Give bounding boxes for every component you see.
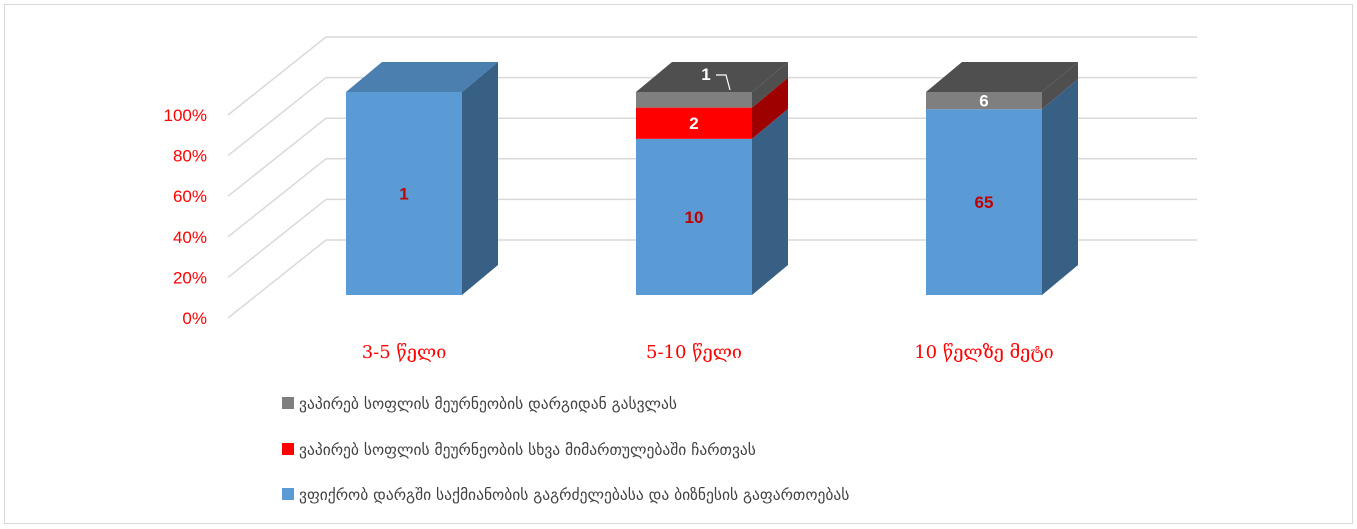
y-tick-label: 0% <box>182 309 207 328</box>
gridline-side <box>227 77 327 157</box>
y-tick-label: 20% <box>173 268 207 287</box>
legend-label: ვაპირებ სოფლის მეურნეობის დარგიდან გასვლ… <box>299 395 677 413</box>
label-leader <box>716 74 731 91</box>
bars: 1 10 2 1 65 6 <box>346 62 1078 295</box>
bar-segment <box>346 92 462 295</box>
x-category-label: 10 წელზე მეტი <box>914 342 1054 363</box>
legend-swatch <box>282 488 294 500</box>
legend-swatch <box>282 397 294 409</box>
data-label: 6 <box>979 92 988 111</box>
legend-label: ვფიქრობ დარგში საქმიანობის გაგრძელებასა … <box>299 486 849 504</box>
bar-segment <box>636 138 752 295</box>
bar-top <box>926 62 1078 92</box>
legend: ვაპირებ სოფლის მეურნეობის დარგიდან გასვლ… <box>282 395 849 504</box>
x-category-label: 3-5 წელი <box>362 342 447 363</box>
y-tick-label: 40% <box>173 228 207 247</box>
bar-segment <box>926 92 1042 110</box>
bar-segment-side <box>752 62 788 108</box>
bar-segment-side <box>752 108 788 295</box>
gridline-side <box>227 36 327 116</box>
data-label: 2 <box>689 114 698 133</box>
bar-segment <box>636 107 752 139</box>
data-label: 65 <box>975 193 994 212</box>
bar-stack: 65 6 <box>926 62 1078 295</box>
data-label: 1 <box>399 185 408 204</box>
bar-segment <box>636 92 752 108</box>
gridline-side <box>227 158 327 238</box>
y-tick-label: 60% <box>173 187 207 206</box>
y-tick-label: 80% <box>173 147 207 166</box>
chart-frame <box>4 4 1353 524</box>
x-category-label: 5-10 წელი <box>646 342 742 363</box>
legend-swatch <box>282 443 294 455</box>
bar-stack: 10 2 1 <box>636 62 788 295</box>
y-tick-label: 100% <box>164 106 207 125</box>
gridline-side <box>227 239 327 319</box>
data-label: 10 <box>685 208 704 227</box>
bar-stack: 1 <box>346 62 498 295</box>
bar-top <box>636 62 788 92</box>
bar-segment-side <box>462 62 498 295</box>
bar-segment-side <box>1042 79 1078 295</box>
bar-segment-side <box>1042 62 1078 110</box>
gridline-side <box>227 117 327 197</box>
legend-label: ვაპირებ სოფლის მეურნეობის სხვა მიმართულე… <box>299 441 756 459</box>
bar-segment-side <box>752 77 788 139</box>
bar-segment <box>926 109 1042 295</box>
data-label: 1 <box>701 65 710 84</box>
bar-top <box>346 62 498 92</box>
gridline-side <box>227 198 327 278</box>
